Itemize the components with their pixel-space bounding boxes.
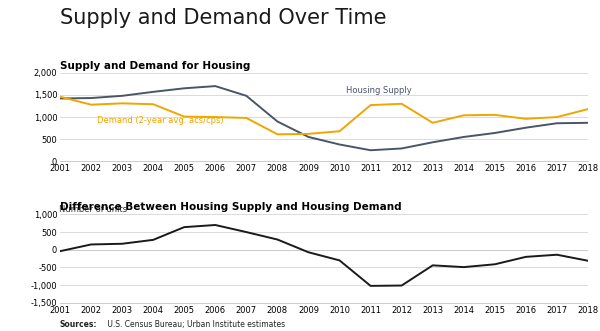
Text: Housing Supply: Housing Supply (346, 86, 412, 95)
Text: Supply and Demand for Housing: Supply and Demand for Housing (60, 61, 250, 71)
Text: Difference Between Housing Supply and Housing Demand: Difference Between Housing Supply and Ho… (60, 202, 401, 212)
Text: Demand (2-year avg. acs/cps): Demand (2-year avg. acs/cps) (97, 116, 224, 124)
Text: Sources:: Sources: (60, 320, 97, 329)
Text: Supply and Demand Over Time: Supply and Demand Over Time (60, 8, 386, 28)
Text: U.S. Census Bureau; Urban Institute estimates: U.S. Census Bureau; Urban Institute esti… (105, 320, 285, 329)
Text: Number of units: Number of units (59, 205, 128, 213)
